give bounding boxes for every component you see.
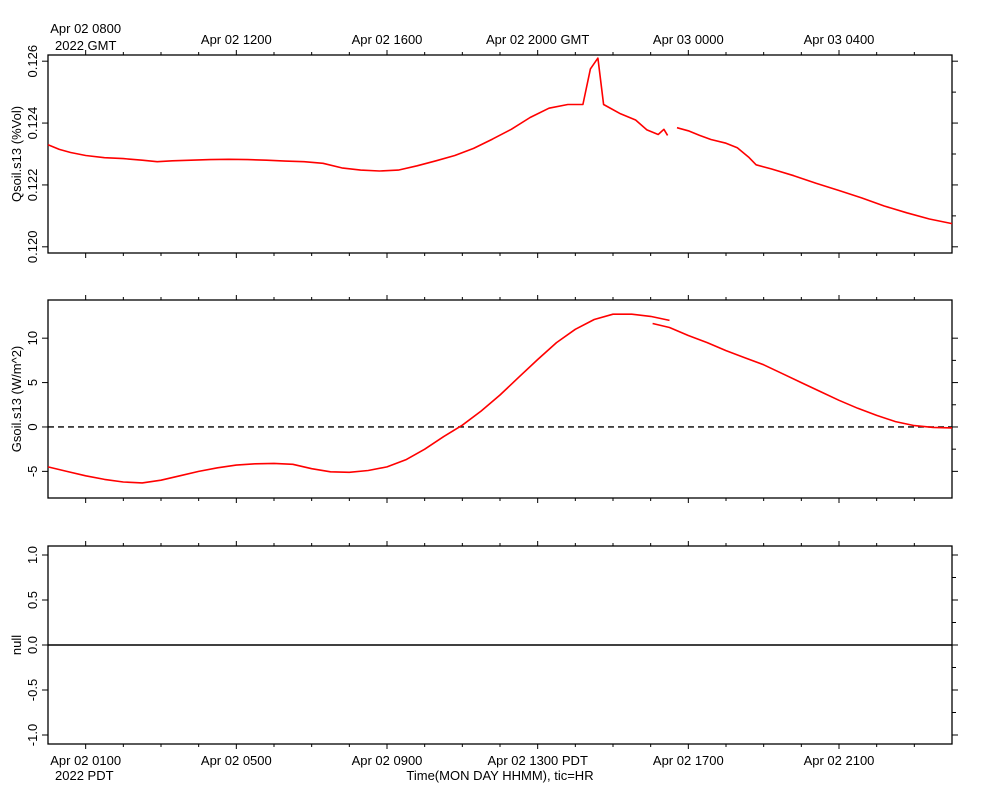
y-tick-label: 0.122 (25, 169, 40, 202)
bottom-tick-label: Apr 02 0500 (201, 753, 272, 768)
y-axis-label: null (9, 635, 24, 655)
top-tick-label: Apr 02 1200 (201, 32, 272, 47)
top-tick-label: Apr 03 0400 (804, 32, 875, 47)
y-tick-label: 0 (25, 423, 40, 430)
gsoil-panel: Gsoil.s13 (W/m^2) -5 0 5 10 (9, 295, 958, 503)
bottom-tick-label: Apr 02 2100 (804, 753, 875, 768)
series-line (676, 126, 953, 225)
series-line (652, 322, 953, 429)
y-tick-label: 0.5 (25, 591, 40, 609)
y-tick-label: -0.5 (25, 679, 40, 701)
y-tick-label: 0.0 (25, 636, 40, 654)
series-line (47, 313, 670, 484)
qsoil-panel: Qsoil.s13 (%Vol) 0.120 0.122 0.124 0.126 (9, 45, 958, 263)
y-axis-label: Gsoil.s13 (W/m^2) (9, 346, 24, 453)
panel-frame (47, 299, 953, 499)
y-tick-label: 0.120 (25, 231, 40, 264)
y-tick-label: 10 (25, 331, 40, 345)
y-tick-label: 0.126 (25, 45, 40, 78)
bottom-time-axis: 2022 PDT Time(MON DAY HHMM), tic=HR Apr … (50, 753, 874, 783)
bottom-tick-label: Apr 02 1700 (653, 753, 724, 768)
top-tick-label: Apr 02 0800 (50, 21, 121, 36)
top-tick-label: Apr 02 2000 GMT (486, 32, 589, 47)
y-axis-label: Qsoil.s13 (%Vol) (9, 106, 24, 202)
panel-frame (47, 54, 953, 254)
y-tick-label: -1.0 (25, 724, 40, 746)
x-axis-title: Time(MON DAY HHMM), tic=HR (406, 768, 593, 783)
y-tick-label: 0.124 (25, 107, 40, 140)
series-line (47, 57, 669, 172)
top-year-label: 2022 GMT (55, 38, 116, 53)
bottom-year-label: 2022 PDT (55, 768, 114, 783)
bottom-tick-label: Apr 02 0100 (50, 753, 121, 768)
top-tick-label: Apr 03 0000 (653, 32, 724, 47)
top-time-axis: 2022 GMT Apr 02 0800 Apr 02 1200 Apr 02 16… (50, 21, 874, 53)
y-tick-label: 1.0 (25, 546, 40, 564)
y-tick-label: -5 (25, 466, 40, 478)
y-tick-label: 5 (25, 379, 40, 386)
bottom-tick-label: Apr 02 1300 PDT (487, 753, 588, 768)
null-panel: null -1.0 -0.5 0.0 0.5 1.0 (9, 541, 958, 749)
bottom-tick-label: Apr 02 0900 (352, 753, 423, 768)
top-tick-label: Apr 02 1600 (352, 32, 423, 47)
